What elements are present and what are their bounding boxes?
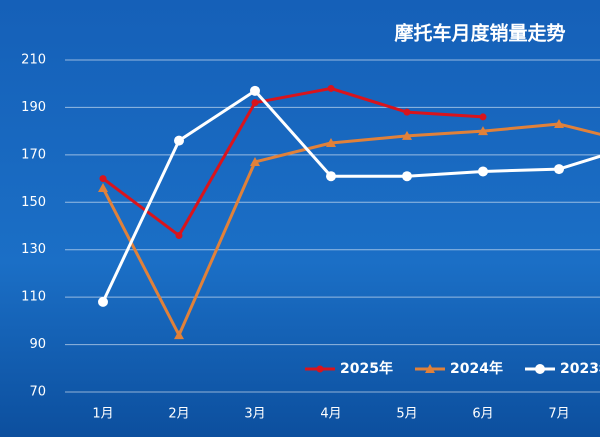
point <box>99 175 107 183</box>
point <box>326 138 336 147</box>
chart-title: 摩托车月度销量走势 <box>394 22 565 45</box>
legend-label: 2023年 <box>560 360 600 377</box>
x-tick-label: 5月 <box>396 407 417 422</box>
x-tick-label: 3月 <box>244 407 265 422</box>
y-tick-label: 70 <box>29 385 46 400</box>
point <box>402 130 412 140</box>
point <box>478 126 488 136</box>
point <box>327 84 335 92</box>
y-tick-label: 190 <box>21 100 46 115</box>
series-line <box>101 89 600 303</box>
point <box>98 296 108 307</box>
x-tick-label: 6月 <box>472 407 493 422</box>
y-tick-label: 170 <box>21 147 46 162</box>
point <box>403 108 411 116</box>
point <box>251 99 259 107</box>
x-tick-label: 4月 <box>320 407 341 422</box>
point <box>175 231 183 239</box>
series-line <box>102 86 484 237</box>
y-tick-label: 110 <box>21 290 46 305</box>
point <box>326 171 336 182</box>
point <box>174 330 184 340</box>
y-tick-label: 130 <box>21 242 46 257</box>
point <box>402 171 412 182</box>
legend-label: 2025年 <box>340 360 393 377</box>
point <box>250 85 260 96</box>
point <box>98 183 108 193</box>
point <box>535 364 545 374</box>
point <box>425 364 435 373</box>
point <box>478 166 488 177</box>
x-tick-label: 1月 <box>92 407 113 422</box>
legend-label: 2024年 <box>450 360 503 377</box>
point <box>554 164 564 175</box>
point <box>479 113 487 121</box>
series-line <box>101 122 600 337</box>
y-tick-label: 90 <box>29 337 46 352</box>
y-tick-label: 150 <box>21 195 46 210</box>
x-tick-label: 7月 <box>548 407 569 422</box>
x-tick-label: 2月 <box>168 407 189 422</box>
y-tick-label: 210 <box>21 53 46 68</box>
point <box>174 135 184 146</box>
point <box>250 156 260 166</box>
point <box>554 119 564 129</box>
point <box>316 365 324 373</box>
